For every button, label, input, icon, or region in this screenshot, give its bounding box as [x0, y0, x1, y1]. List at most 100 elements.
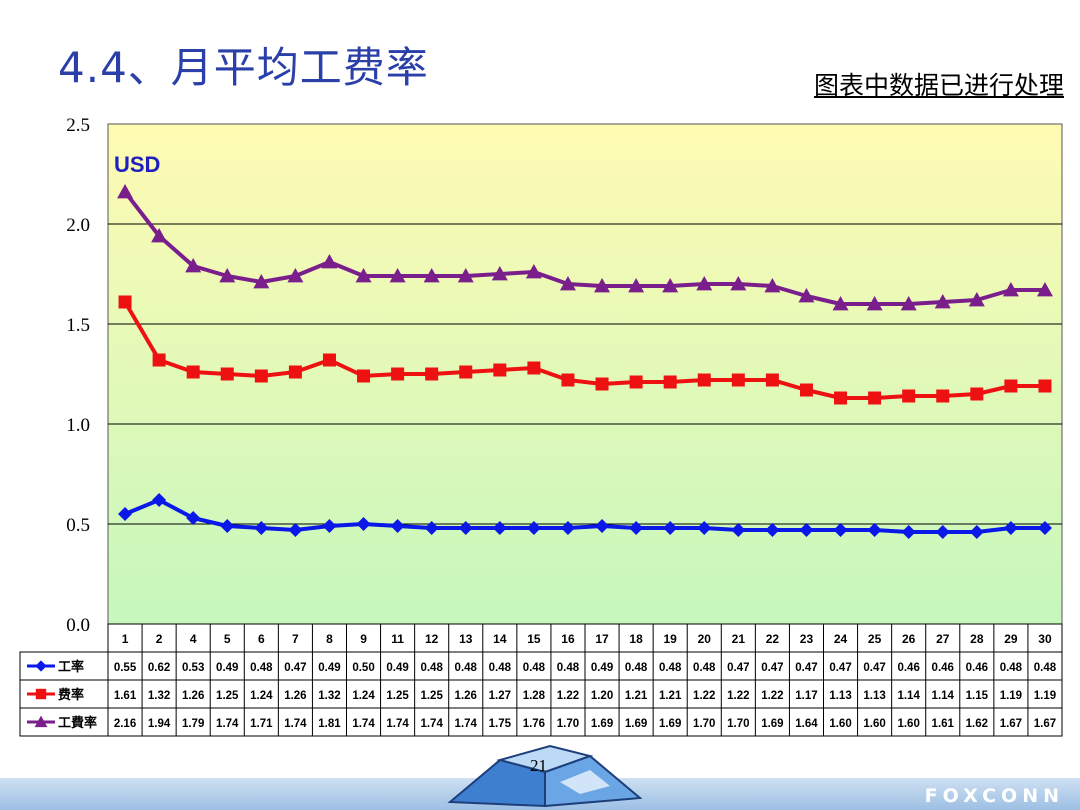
x-tick-label: 20: [698, 632, 712, 646]
data-point: [834, 391, 848, 405]
y-tick-label: 0.5: [66, 515, 90, 536]
data-point: [357, 369, 371, 383]
data-point: [526, 521, 541, 535]
data-label: 1.25: [420, 690, 443, 702]
open-book-logo-icon: [447, 744, 643, 808]
data-label: 0.48: [1000, 662, 1023, 674]
data-point: [288, 523, 303, 537]
data-point: [900, 296, 917, 311]
x-tick-label: 26: [902, 632, 916, 646]
data-point: [493, 363, 507, 377]
data-label: 0.53: [182, 662, 204, 674]
data-label: 1.75: [489, 718, 512, 730]
data-label: 0.48: [420, 662, 443, 674]
data-point: [322, 353, 336, 367]
x-tick-label: 30: [1038, 632, 1052, 646]
y-tick-label: 0.0: [66, 615, 90, 636]
data-label: 1.17: [795, 690, 817, 702]
data-label: 1.25: [386, 690, 409, 702]
x-tick-label: 21: [732, 632, 746, 646]
data-point: [186, 511, 201, 525]
data-point: [219, 268, 236, 283]
x-tick-label: 16: [561, 632, 575, 646]
data-label: 0.47: [863, 662, 885, 674]
data-label: 1.67: [1034, 718, 1056, 730]
data-point: [390, 519, 405, 533]
data-label: 1.26: [182, 690, 204, 702]
unit-label: USD: [114, 152, 160, 177]
data-point: [765, 523, 780, 537]
data-point: [730, 276, 747, 291]
data-point: [118, 507, 133, 521]
data-point: [1004, 379, 1018, 393]
data-label: 0.47: [761, 662, 783, 674]
data-label: 1.74: [420, 718, 443, 730]
data-label: 1.22: [557, 690, 579, 702]
data-point: [798, 288, 815, 303]
data-label: 1.14: [932, 690, 955, 702]
data-label: 1.20: [591, 690, 613, 702]
data-label: 1.81: [318, 718, 341, 730]
data-point: [459, 365, 473, 379]
data-label: 0.48: [1034, 662, 1057, 674]
data-label: 1.70: [727, 718, 749, 730]
data-label: 1.70: [693, 718, 715, 730]
data-point: [424, 521, 439, 535]
y-tick-label: 2.0: [66, 215, 90, 236]
data-label: 1.70: [557, 718, 579, 730]
legend-marker: [34, 715, 48, 728]
data-label: 1.71: [250, 718, 273, 730]
data-point: [457, 268, 474, 283]
data-label: 0.49: [216, 662, 238, 674]
data-point: [663, 521, 678, 535]
data-label: 2.16: [114, 718, 136, 730]
data-processed-note: 图表中数据已进行处理: [813, 71, 1064, 100]
data-point: [970, 387, 984, 401]
data-label: 1.69: [761, 718, 783, 730]
data-point: [1037, 521, 1052, 535]
legend-marker: [35, 660, 47, 672]
data-point: [799, 383, 813, 397]
data-label: 1.60: [829, 718, 851, 730]
data-label: 1.32: [318, 690, 340, 702]
x-tick-label: 12: [425, 632, 439, 646]
data-point: [595, 377, 609, 391]
data-point: [764, 278, 781, 293]
x-tick-label: 5: [224, 632, 231, 646]
x-tick-label: 4: [190, 632, 197, 646]
data-point: [934, 294, 951, 309]
data-label: 1.74: [455, 718, 478, 730]
page-number: 21: [530, 756, 547, 775]
data-label: 1.74: [352, 718, 375, 730]
data-point: [968, 292, 985, 307]
data-point: [662, 278, 679, 293]
legend-label: 费率: [58, 687, 84, 703]
data-label: 0.47: [284, 662, 306, 674]
data-label: 1.76: [523, 718, 545, 730]
x-tick-label: 24: [834, 632, 848, 646]
data-label: 0.47: [829, 662, 851, 674]
data-point: [1036, 282, 1053, 297]
data-label: 1.19: [1034, 690, 1056, 702]
data-label: 1.24: [250, 690, 273, 702]
data-point: [425, 367, 439, 381]
data-point: [969, 525, 984, 539]
data-label: 0.48: [523, 662, 546, 674]
data-label: 1.32: [148, 690, 170, 702]
data-label: 1.28: [523, 690, 546, 702]
data-label: 1.61: [114, 690, 137, 702]
data-label: 0.47: [795, 662, 817, 674]
y-tick-label: 1.5: [66, 315, 90, 336]
data-point: [117, 184, 134, 199]
data-point: [356, 517, 371, 531]
data-label: 1.69: [625, 718, 647, 730]
data-label: 1.14: [897, 690, 920, 702]
data-point: [254, 521, 269, 535]
data-label: 0.48: [625, 662, 648, 674]
data-point: [253, 274, 270, 289]
x-tick-label: 19: [663, 632, 677, 646]
data-label: 0.50: [352, 662, 374, 674]
data-label: 0.49: [591, 662, 613, 674]
data-label: 1.74: [216, 718, 239, 730]
data-point: [765, 373, 779, 387]
